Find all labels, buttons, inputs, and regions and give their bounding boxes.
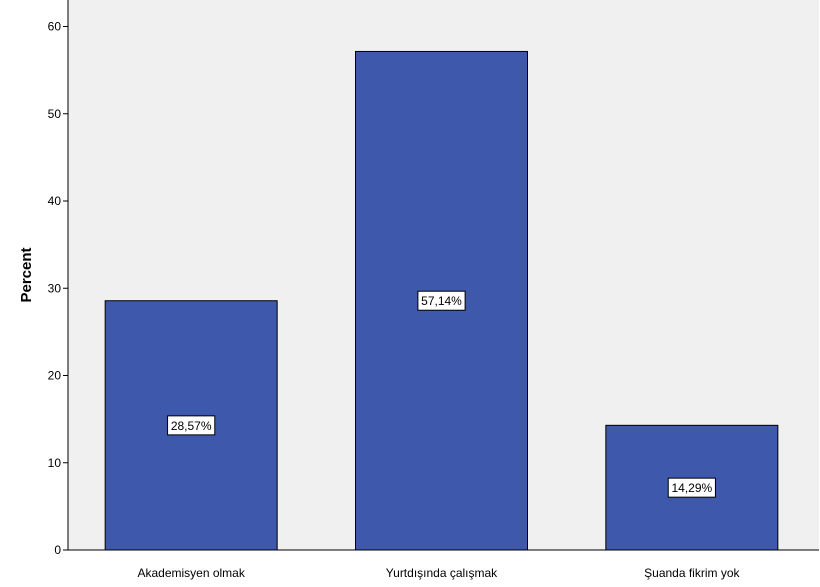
y-tick-label-40: 40 xyxy=(48,194,62,208)
data-label-box-3 xyxy=(667,477,716,498)
y-tick-label-60: 60 xyxy=(48,20,62,34)
data-label-1: 28,57% xyxy=(171,419,212,433)
y-tick-label-20: 20 xyxy=(48,369,62,383)
y-axis: 0 10 20 30 40 50 60 xyxy=(48,0,69,557)
x-axis: Akademisyen olmak Yurtdışında çalışmak Şua… xyxy=(68,549,819,580)
y-tick-label-10: 10 xyxy=(48,456,62,470)
x-tick-label-1: Akademisyen olmak xyxy=(137,566,245,580)
x-tick-label-2: Yurtdışında çalışmak xyxy=(386,566,498,580)
x-tick-label-3: Şuanda fikrim yok xyxy=(644,566,740,580)
y-tick-label-50: 50 xyxy=(48,107,62,121)
y-tick-label-0: 0 xyxy=(54,543,61,557)
data-label-2: 57,14% xyxy=(421,294,462,308)
y-tick-label-30: 30 xyxy=(48,281,62,295)
data-label-3: 14,29% xyxy=(671,481,712,495)
y-axis-title: Percent xyxy=(18,247,35,302)
data-labels-group: 28,57% 57,14% 14,29% xyxy=(167,290,716,498)
data-label-box-2 xyxy=(417,290,466,311)
data-label-box-1 xyxy=(167,415,216,436)
